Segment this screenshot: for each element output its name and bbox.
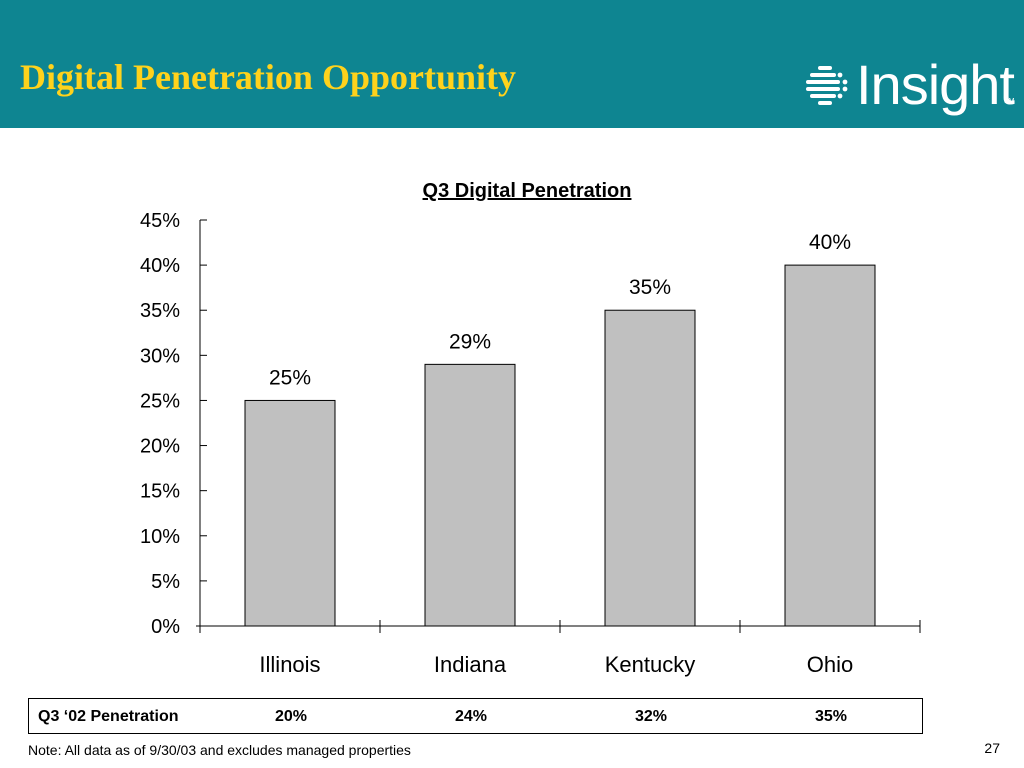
bar-chart: 0% 5% 10% 15% 20% 25% 30% 35% 40% 45% 25% Illinois 2… [140,210,921,677]
logo-mark-icon [806,66,848,105]
y-tick-label: 35% [140,300,180,322]
prior-year-label: Q3 ‘02 Penetration [38,708,179,725]
y-tick-label: 5% [151,571,180,593]
category-label: Ohio [807,652,853,677]
prior-year-penetration-table: Q3 ‘02 Penetration 20% 24% 32% 35% [28,698,923,734]
y-tick-label: 0% [151,616,180,638]
prior-year-value-kentucky: 32% [634,708,668,725]
chart-title: Q3 Digital Penetration [422,180,632,202]
footnote: Note: All data as of 9/30/03 and exclude… [28,742,411,758]
prior-year-value-indiana: 24% [454,708,488,725]
category-label: Illinois [259,652,320,677]
y-tick-label: 20% [140,436,180,458]
category-label: Indiana [434,652,507,677]
bar-ohio [784,264,876,627]
y-tick-label: 45% [140,210,180,232]
slide-title: Digital Penetration Opportunity [20,57,516,97]
bar-kentucky [604,309,696,627]
y-tick-label: 30% [140,345,180,367]
y-tick-label: 10% [140,526,180,548]
logo-service-mark: SM [1004,98,1015,105]
bar-illinois [244,399,336,627]
data-label: 40% [809,231,851,254]
prior-year-value-illinois: 20% [274,708,308,725]
bar-indiana [424,363,516,627]
data-label: 35% [629,276,671,299]
y-tick-label: 25% [140,390,180,412]
prior-year-value-ohio: 35% [814,708,848,725]
data-label: 25% [269,366,311,389]
y-tick-label: 15% [140,481,180,503]
insight-logo: Insight SM [800,53,1020,122]
y-tick-label: 40% [140,255,180,277]
page-number: 27 [984,740,1000,756]
logo-wordmark: Insight [856,53,1015,116]
category-label: Kentucky [605,652,696,677]
slide-header: Digital Penetration Opportunity Insight … [0,0,1024,128]
data-label: 29% [449,330,491,353]
